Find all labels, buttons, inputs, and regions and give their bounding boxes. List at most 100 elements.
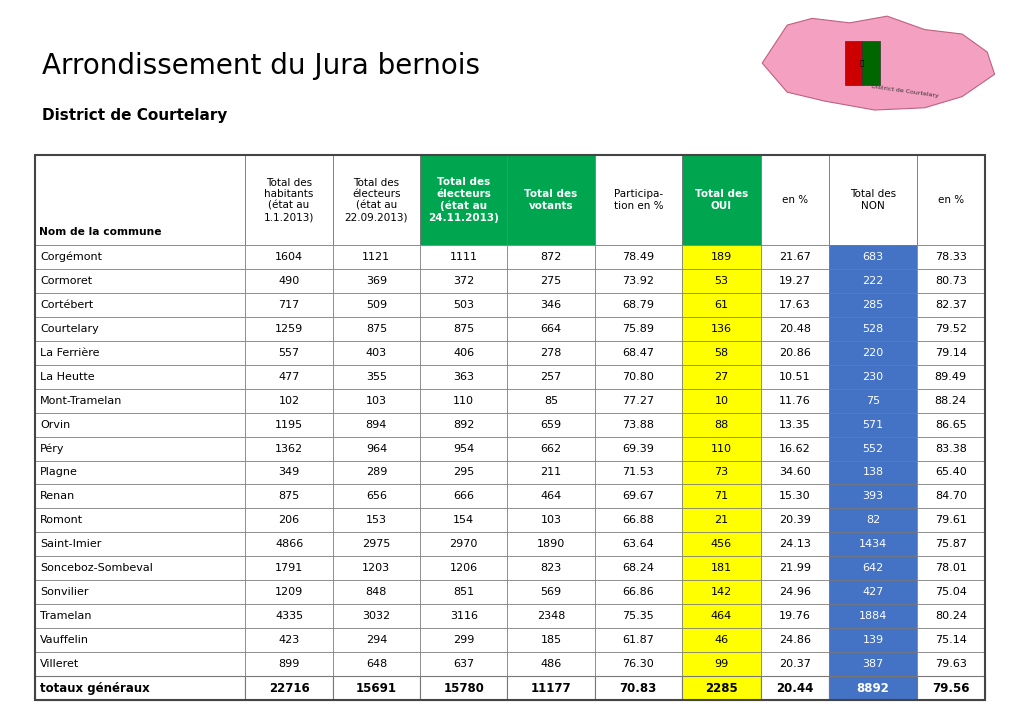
- Bar: [594, 604, 682, 628]
- Bar: [760, 389, 828, 412]
- Bar: [246, 389, 332, 412]
- Text: 24.13: 24.13: [779, 539, 810, 549]
- Bar: [594, 293, 682, 317]
- Bar: [828, 365, 916, 389]
- Bar: [760, 155, 828, 245]
- Bar: [420, 317, 506, 341]
- Bar: [594, 317, 682, 341]
- Bar: [35, 293, 246, 317]
- Text: 61: 61: [713, 300, 728, 310]
- Bar: [916, 269, 984, 293]
- Bar: [594, 412, 682, 437]
- Bar: [246, 412, 332, 437]
- Text: en %: en %: [782, 195, 807, 205]
- Bar: [506, 461, 594, 485]
- Text: Total des
électeurs
(état au
22.09.2013): Total des électeurs (état au 22.09.2013): [344, 177, 408, 222]
- Text: 68.24: 68.24: [622, 563, 654, 573]
- Bar: [682, 437, 760, 461]
- Bar: [420, 461, 506, 485]
- Bar: [35, 317, 246, 341]
- Bar: [420, 245, 506, 269]
- Bar: [682, 245, 760, 269]
- Text: 75.04: 75.04: [934, 587, 966, 597]
- Text: 20.44: 20.44: [775, 681, 813, 694]
- Bar: [760, 293, 828, 317]
- Bar: [682, 532, 760, 557]
- Bar: [916, 317, 984, 341]
- Text: Villeret: Villeret: [40, 659, 79, 669]
- Text: 220: 220: [861, 348, 882, 358]
- Text: 20.39: 20.39: [779, 516, 810, 526]
- Text: 659: 659: [540, 420, 561, 430]
- Text: 456: 456: [710, 539, 732, 549]
- Bar: [332, 461, 420, 485]
- Bar: [828, 557, 916, 580]
- Bar: [682, 580, 760, 604]
- Bar: [420, 293, 506, 317]
- Text: 66.88: 66.88: [622, 516, 653, 526]
- Bar: [828, 532, 916, 557]
- Text: 363: 363: [452, 372, 474, 381]
- Text: 10.51: 10.51: [779, 372, 810, 381]
- Text: 509: 509: [366, 300, 386, 310]
- Bar: [916, 155, 984, 245]
- Text: 666: 666: [452, 492, 474, 501]
- Bar: [760, 557, 828, 580]
- Bar: [506, 652, 594, 676]
- Text: 🐻: 🐻: [859, 60, 863, 66]
- Bar: [332, 628, 420, 652]
- Text: 1203: 1203: [362, 563, 390, 573]
- Bar: [760, 365, 828, 389]
- Text: 24.96: 24.96: [779, 587, 810, 597]
- Bar: [506, 604, 594, 628]
- Bar: [420, 437, 506, 461]
- Text: 872: 872: [540, 252, 561, 262]
- Bar: [828, 155, 916, 245]
- Bar: [420, 604, 506, 628]
- Text: 4866: 4866: [275, 539, 303, 549]
- Bar: [594, 461, 682, 485]
- Bar: [246, 652, 332, 676]
- Text: La Heutte: La Heutte: [40, 372, 95, 381]
- Text: 78.33: 78.33: [934, 252, 966, 262]
- Bar: [682, 628, 760, 652]
- Text: totaux généraux: totaux généraux: [40, 681, 150, 694]
- Bar: [506, 155, 594, 245]
- Bar: [332, 580, 420, 604]
- Text: 490: 490: [278, 276, 300, 286]
- Bar: [35, 628, 246, 652]
- Bar: [35, 604, 246, 628]
- Bar: [916, 412, 984, 437]
- Bar: [420, 652, 506, 676]
- Text: 46: 46: [713, 635, 728, 645]
- Text: 154: 154: [452, 516, 474, 526]
- Bar: [35, 155, 246, 245]
- Text: 86.65: 86.65: [934, 420, 966, 430]
- Text: 22716: 22716: [268, 681, 309, 694]
- Text: 355: 355: [366, 372, 386, 381]
- Bar: [35, 508, 246, 532]
- Bar: [332, 508, 420, 532]
- Text: Cortébert: Cortébert: [40, 300, 93, 310]
- Text: 110: 110: [710, 443, 732, 454]
- Bar: [760, 437, 828, 461]
- Bar: [916, 437, 984, 461]
- Bar: [760, 580, 828, 604]
- Bar: [506, 269, 594, 293]
- Text: 642: 642: [861, 563, 882, 573]
- Bar: [332, 604, 420, 628]
- Bar: [332, 245, 420, 269]
- Text: 73.92: 73.92: [622, 276, 654, 286]
- Text: 82.37: 82.37: [933, 300, 966, 310]
- Text: 70.80: 70.80: [622, 372, 653, 381]
- Bar: [861, 40, 878, 85]
- Text: Total des
NON: Total des NON: [849, 189, 895, 211]
- Bar: [332, 412, 420, 437]
- Bar: [420, 580, 506, 604]
- Text: 20.86: 20.86: [779, 348, 810, 358]
- Bar: [682, 604, 760, 628]
- Bar: [420, 155, 506, 245]
- Text: 1434: 1434: [858, 539, 887, 549]
- Text: Orvin: Orvin: [40, 420, 70, 430]
- Text: 427: 427: [861, 587, 882, 597]
